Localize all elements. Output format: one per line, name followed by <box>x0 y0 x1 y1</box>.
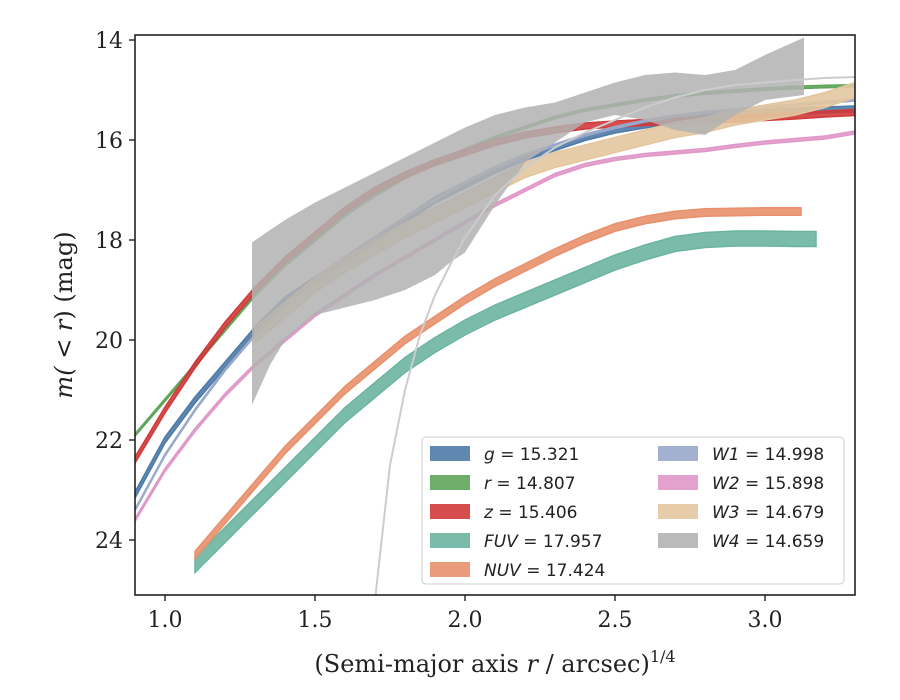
legend-entry-label: FUV = 17.957 <box>484 532 602 552</box>
legend-entry-label: W3 = 14.679 <box>712 503 824 523</box>
series-w4-band <box>252 37 804 405</box>
y-tick-label: 24 <box>95 529 123 554</box>
legend-swatch <box>430 446 470 461</box>
y-tick-label: 18 <box>95 229 123 254</box>
x-tick-label: 1.5 <box>298 608 333 633</box>
legend-entry-label: W1 = 14.998 <box>712 445 824 465</box>
y-tick-label: 16 <box>95 129 123 154</box>
legend-entry-label: W2 = 15.898 <box>712 474 824 494</box>
y-tick-label: 22 <box>95 429 123 454</box>
legend-entry-label: NUV = 17.424 <box>484 561 605 581</box>
legend-swatch <box>658 475 698 490</box>
legend-entry-label: g = 15.321 <box>484 445 579 465</box>
axes: 1.0 1.5 2.0 2.5 3.0 14 16 18 20 22 24 <box>95 29 783 633</box>
y-tick-label: 20 <box>95 329 123 354</box>
legend-swatch <box>430 562 470 577</box>
x-tick-label: 2.5 <box>598 608 633 633</box>
legend-swatch <box>658 446 698 461</box>
legend-box <box>421 436 845 585</box>
y-tick-label: 14 <box>95 29 123 54</box>
x-tick-label: 3.0 <box>748 608 783 633</box>
x-axis-label: (Semi-major axis r / arcsec)1/4 <box>314 647 675 678</box>
legend-entry-label: z = 15.406 <box>483 503 577 523</box>
legend: g = 15.321 r = 14.807 z = 15.406 FUV = 17.9… <box>421 436 845 585</box>
legend-entry-label: W4 = 14.659 <box>712 532 824 552</box>
legend-entry-label: r = 14.807 <box>484 474 576 494</box>
series-nuv-band <box>194 207 802 561</box>
legend-swatch <box>430 475 470 490</box>
legend-swatch <box>430 504 470 519</box>
legend-swatch <box>658 533 698 548</box>
plot-area <box>135 37 855 595</box>
x-tick-label: 2.0 <box>448 608 483 633</box>
y-axis-label: m( < r) (mag) <box>50 231 78 398</box>
legend-swatch <box>658 504 698 519</box>
x-tick-label: 1.0 <box>148 608 183 633</box>
plot-frame <box>134 34 856 596</box>
legend-swatch <box>430 533 470 548</box>
series-w4-model-line <box>374 76 855 595</box>
